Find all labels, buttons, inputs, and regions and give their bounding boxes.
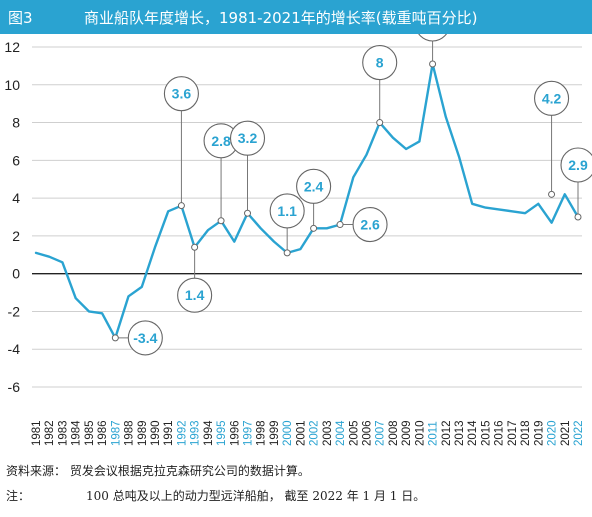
annotation-label: 8 (376, 55, 384, 71)
x-tick-label: 1999 (269, 420, 281, 446)
annotation-bubble (296, 168, 332, 204)
y-tick-label: 12 (4, 39, 20, 55)
annotation-point (244, 209, 252, 217)
annotation-label: 2.4 (304, 178, 324, 194)
y-tick-label: 10 (4, 77, 20, 93)
annotation-point (574, 213, 582, 221)
x-tick-label: 1993 (190, 420, 202, 446)
x-tick-label: 2012 (441, 420, 453, 446)
source-note: 资料来源： 贸发会议根据克拉克森研究公司的数据计算。 (6, 464, 310, 478)
y-tick-label: 2 (12, 228, 20, 244)
footnote-text: 100 总吨及以上的动力型远洋船舶， 截至 2022 年 1 月 1 日。 (86, 489, 426, 503)
x-tick-label: 2008 (388, 420, 400, 446)
annotation-label: -3.4 (133, 330, 157, 346)
x-tick-label: 2017 (507, 420, 519, 446)
x-tick-label: 1987 (110, 420, 122, 446)
x-tick-label: 2005 (348, 420, 360, 446)
annotation-point (283, 249, 291, 257)
x-tick-label: 2003 (322, 420, 334, 446)
x-tick-label: 2010 (414, 420, 426, 446)
x-tick-label: 1992 (176, 420, 188, 446)
annotation-label: 3.2 (238, 130, 258, 146)
annotation-label: 4.2 (542, 90, 562, 106)
annotation-label: 3.6 (172, 86, 192, 102)
annotation-bubble (269, 193, 305, 229)
annotation-point (429, 60, 437, 68)
figure-title: 商业船队年度增长，1981-2021年的增长率(载重吨百分比) (84, 9, 478, 27)
annotation-bubble (229, 120, 266, 156)
x-tick-label: 2009 (401, 420, 413, 446)
annotation-bubble (534, 80, 570, 116)
x-tick-label: 2021 (560, 420, 572, 446)
x-tick-label: 2013 (454, 420, 466, 446)
x-tick-label: 2002 (309, 420, 321, 446)
annotation-bubble (177, 277, 213, 313)
x-tick-label: 1997 (243, 420, 255, 446)
figure-number: 图3 (8, 9, 33, 27)
annotation-point (191, 243, 199, 251)
x-tick-label: 1982 (44, 420, 56, 446)
x-tick-label: 2019 (533, 420, 545, 446)
annotation-label: 2.9 (568, 157, 588, 173)
x-tick-label: 1983 (57, 420, 69, 446)
annotation-point (548, 190, 556, 198)
x-tick-label: 2016 (494, 420, 506, 446)
x-tick-label: 2022 (573, 420, 585, 446)
figure-header: 图3 商业船队年度增长，1981-2021年的增长率(载重吨百分比) (0, 0, 592, 34)
x-tick-label: 2020 (547, 420, 559, 446)
x-tick-label: 1991 (163, 420, 175, 446)
y-tick-label: -2 (8, 303, 21, 319)
footnote-label: 注： (6, 489, 31, 503)
annotation-bubble (352, 207, 388, 243)
annotation-label: 1.4 (185, 287, 205, 303)
x-tick-label: 2015 (480, 420, 492, 446)
annotation-label: 2.6 (360, 217, 380, 233)
annotation-bubble (362, 45, 398, 81)
x-tick-label: 2007 (375, 420, 387, 446)
series-line (34, 62, 580, 340)
x-tick-label: 1984 (71, 420, 83, 446)
footnote: 注： 100 总吨及以上的动力型远洋船舶， 截至 2022 年 1 月 1 日。 (6, 487, 425, 504)
x-tick-label: 2014 (467, 420, 479, 446)
annotation-point (310, 224, 318, 232)
x-tick-label: 2006 (361, 420, 373, 446)
annotation-bubble (163, 76, 199, 112)
x-tick-label: 2004 (335, 420, 347, 446)
x-tick-label: 1995 (216, 420, 228, 446)
x-tick-label: 1989 (137, 420, 149, 446)
annotation-point (177, 202, 185, 210)
x-tick-label: 2000 (282, 420, 294, 446)
annotation-bubble (418, 34, 448, 42)
annotation-bubble (127, 320, 163, 356)
x-tick-label: 2018 (520, 420, 532, 446)
x-tick-label: 1985 (84, 420, 96, 446)
annotation-point (336, 221, 344, 229)
x-tick-label: 2011 (428, 421, 440, 446)
y-tick-label: -4 (8, 341, 21, 357)
y-tick-label: 0 (12, 266, 20, 282)
annotation-label: 2.8 (211, 133, 231, 149)
x-tick-label: 2001 (295, 420, 307, 446)
y-tick-label: 8 (12, 115, 20, 131)
annotation-bubble (560, 147, 592, 183)
y-tick-label: 6 (12, 152, 20, 168)
x-tick-label: 1988 (124, 420, 136, 446)
annotation-point (217, 217, 225, 225)
x-tick-label: 1998 (256, 420, 268, 446)
annotation-point (376, 119, 384, 127)
y-tick-label: 4 (12, 190, 20, 206)
x-tick-label: 1990 (150, 420, 162, 446)
x-tick-label: 1996 (229, 420, 241, 446)
annotation-label: 1.1 (277, 203, 297, 219)
x-tick-label: 1994 (203, 420, 215, 446)
annotation-point (111, 334, 119, 342)
x-tick-label: 1981 (31, 420, 43, 446)
x-tick-label: 1986 (97, 420, 109, 446)
y-tick-label: -6 (8, 379, 21, 395)
